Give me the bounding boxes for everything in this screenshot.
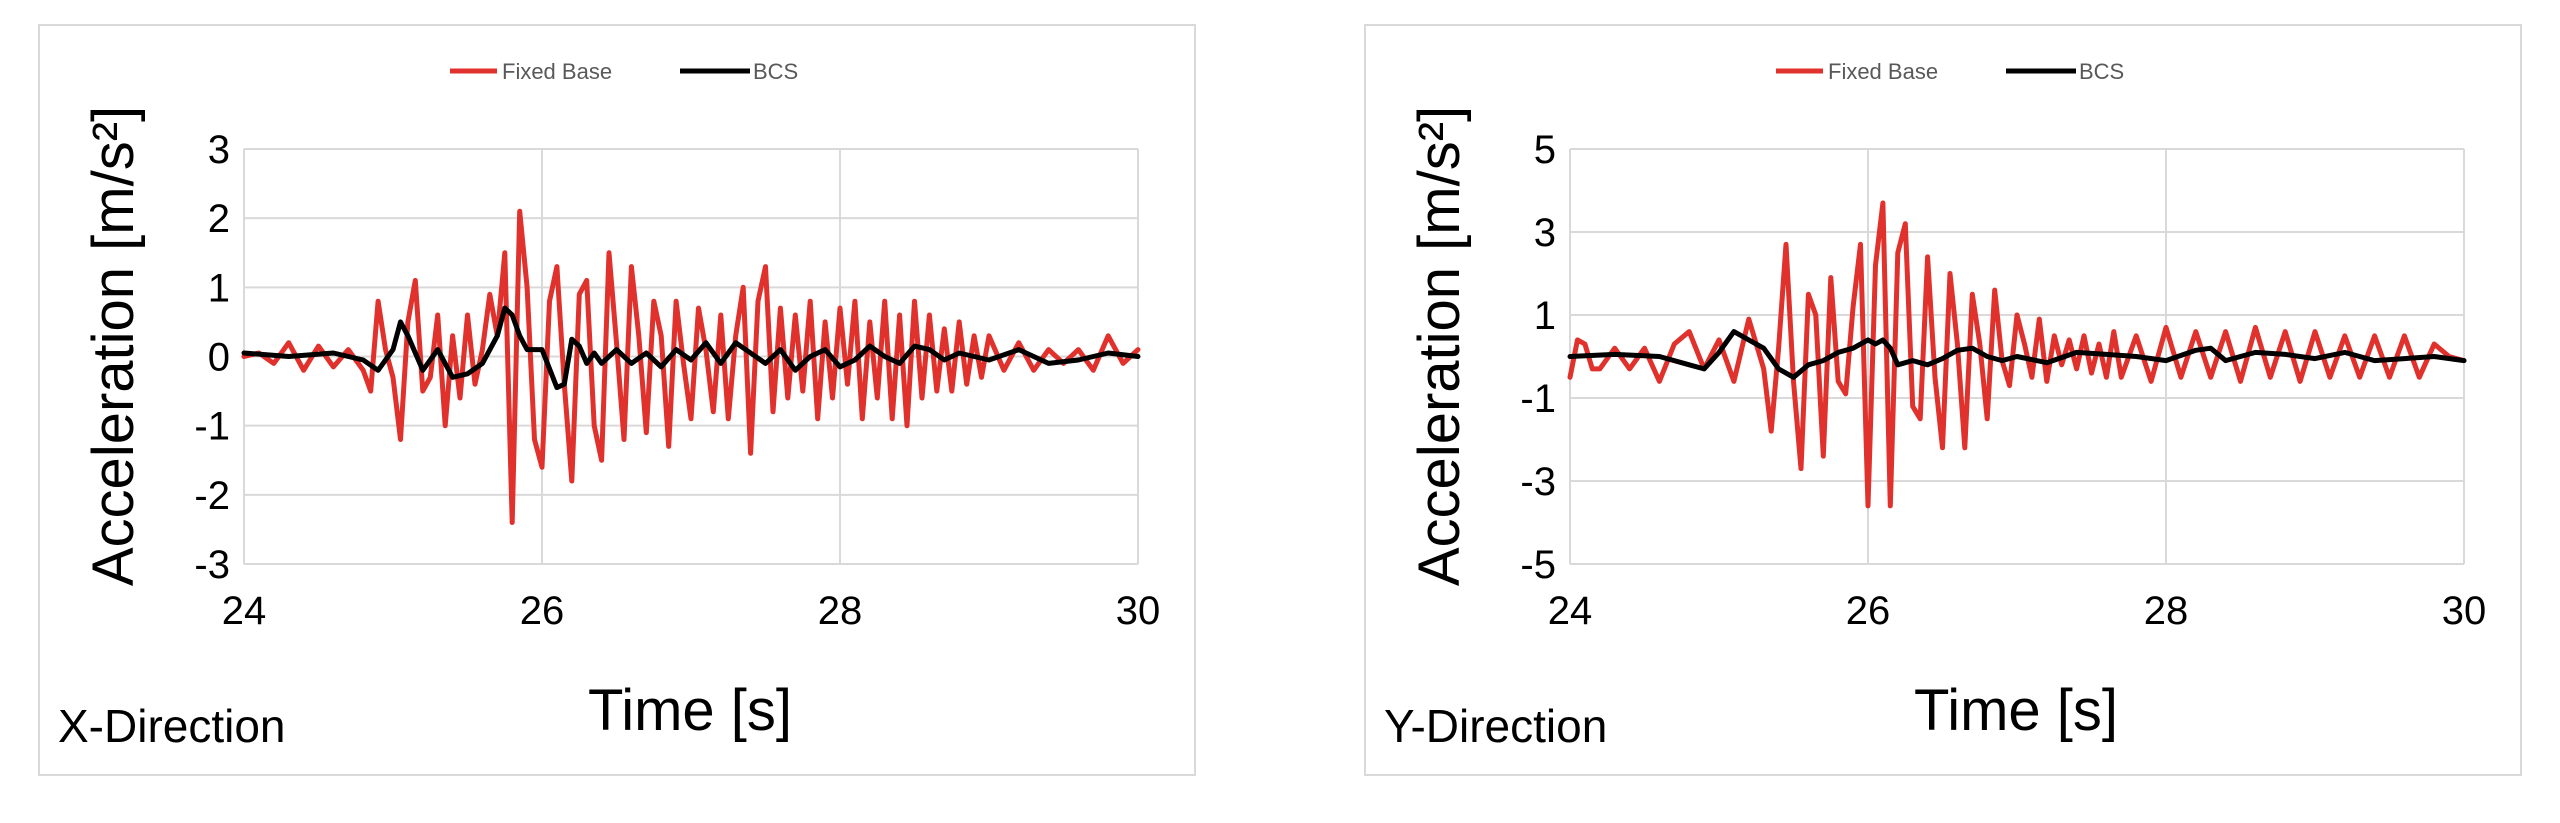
series-line-bcs — [241, 305, 1141, 391]
series-group — [1567, 200, 2467, 509]
x-tick-label: 28 — [818, 589, 863, 633]
x-tick-labels: 24 26 28 30 — [222, 589, 1161, 633]
y-axis-title: Acceleration [m/s²] — [81, 106, 146, 586]
legend-label-bcs: BCS — [753, 59, 798, 84]
panel-label: X-Direction — [58, 700, 286, 752]
y-tick-label: 3 — [208, 128, 230, 172]
y-tick-label: 1 — [208, 266, 230, 310]
legend-label-fixed-base: Fixed Base — [502, 59, 612, 84]
series-line-fixed-base — [1567, 200, 2467, 509]
y-tick-label: 2 — [208, 197, 230, 241]
series-group — [241, 208, 1141, 525]
series-line-bcs — [1567, 329, 2467, 380]
x-tick-label: 30 — [1116, 589, 1161, 633]
chart-panel-x-direction: Fixed Base BCS -3 -2 -1 0 1 2 3 24 26 28 30 Accel… — [38, 24, 1196, 776]
x-axis-title: Time [s] — [588, 678, 792, 743]
x-tick-labels: 24 26 28 30 — [1548, 589, 2487, 633]
legend: Fixed Base BCS — [450, 59, 798, 84]
y-tick-label: 5 — [1534, 128, 1556, 172]
y-tick-label: -2 — [194, 474, 230, 518]
panel-label: Y-Direction — [1384, 700, 1607, 752]
chart-svg-y-direction: Fixed Base BCS -5 -3 -1 1 3 5 24 26 28 30 Accele… — [1384, 59, 2487, 752]
gridlines — [243, 148, 1139, 565]
y-tick-label: 0 — [208, 336, 230, 380]
y-tick-labels: -5 -3 -1 1 3 5 — [1520, 128, 1556, 587]
y-tick-label: 3 — [1534, 211, 1556, 255]
y-tick-labels: -3 -2 -1 0 1 2 3 — [194, 128, 230, 587]
chart-panel-y-direction: Fixed Base BCS -5 -3 -1 1 3 5 24 26 28 30 Accele… — [1364, 24, 2522, 776]
y-tick-label: -1 — [194, 405, 230, 449]
legend-label-fixed-base: Fixed Base — [1828, 59, 1938, 84]
x-tick-label: 28 — [2144, 589, 2189, 633]
y-tick-label: -3 — [1520, 460, 1556, 504]
legend-label-bcs: BCS — [2079, 59, 2124, 84]
x-tick-label: 24 — [1548, 589, 1593, 633]
x-tick-label: 24 — [222, 589, 267, 633]
y-tick-label: 1 — [1534, 294, 1556, 338]
y-tick-label: -3 — [194, 543, 230, 587]
y-axis-title: Acceleration [m/s²] — [1407, 106, 1472, 586]
y-tick-label: -1 — [1520, 377, 1556, 421]
y-tick-label: -5 — [1520, 543, 1556, 587]
series-line-fixed-base — [241, 208, 1141, 525]
x-axis-title: Time [s] — [1914, 678, 2118, 743]
legend: Fixed Base BCS — [1776, 59, 2124, 84]
chart-svg-x-direction: Fixed Base BCS -3 -2 -1 0 1 2 3 24 26 28 30 Accel… — [58, 59, 1161, 752]
x-tick-label: 30 — [2442, 589, 2487, 633]
x-tick-label: 26 — [520, 589, 565, 633]
x-tick-label: 26 — [1846, 589, 1891, 633]
